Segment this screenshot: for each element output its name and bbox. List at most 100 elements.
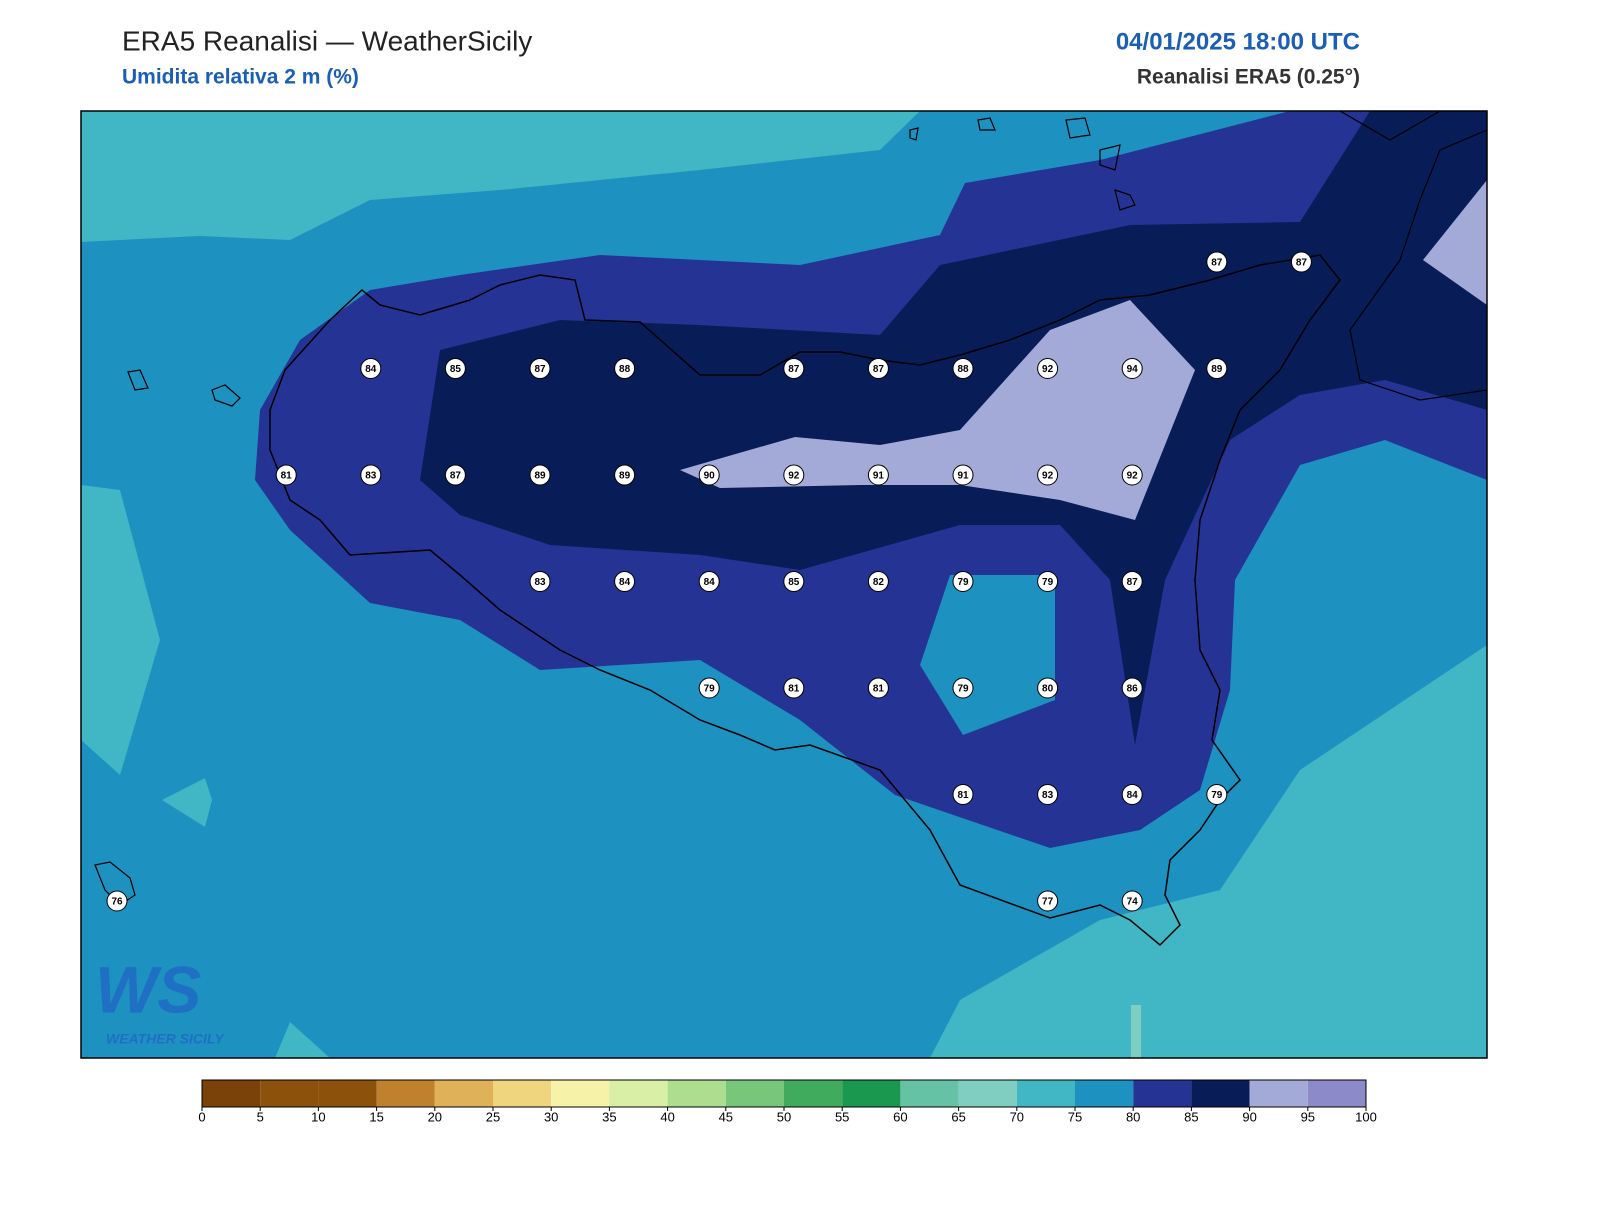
colorbar-swatch	[551, 1080, 610, 1107]
station-marker	[529, 358, 551, 379]
colorbar-tick-label: 85	[1184, 1109, 1198, 1124]
station-marker	[1121, 890, 1143, 912]
station-value: 90	[704, 471, 716, 482]
station-marker	[1037, 358, 1059, 379]
station-marker	[698, 677, 720, 699]
station-value: 77	[1042, 897, 1054, 908]
station-value: 86	[1127, 684, 1139, 695]
station-value: 80	[1042, 684, 1054, 695]
station-value: 89	[619, 471, 631, 482]
station-marker	[1121, 784, 1143, 805]
colorbar-tick-label: 35	[602, 1109, 616, 1124]
station-marker	[1206, 358, 1228, 379]
colorbar-swatch	[318, 1080, 377, 1107]
station-value: 87	[450, 471, 462, 482]
colorbar-tick-label: 10	[311, 1109, 325, 1124]
station-value: 81	[873, 684, 885, 695]
station-value: 87	[788, 364, 800, 375]
station-marker	[529, 464, 551, 486]
station-value: 92	[1042, 364, 1054, 375]
field	[1131, 1005, 1141, 1058]
field	[920, 575, 1055, 735]
station-marker	[1290, 251, 1312, 273]
station-marker	[698, 464, 720, 486]
station-marker	[106, 890, 128, 912]
colorbar-swatch	[609, 1080, 668, 1107]
colorbar: 0 5 10 15 20 25 30 35 40 45 50 55 60 65 70 75 80 85 90 95 10…	[198, 1079, 1377, 1124]
colorbar-swatch	[434, 1080, 493, 1107]
colorbar-tick-label: 65	[951, 1109, 965, 1124]
colorbar-tick-label: 30	[544, 1109, 558, 1124]
field	[81, 485, 160, 775]
station-marker	[952, 677, 974, 699]
station-value: 85	[450, 364, 462, 375]
colorbar-tick-label: 20	[428, 1109, 442, 1124]
station-marker	[952, 358, 974, 379]
colorbar-tick-label: 0	[198, 1109, 205, 1124]
colorbar-swatch	[1075, 1080, 1134, 1107]
station-marker	[867, 677, 889, 699]
colorbar-swatch	[1016, 1080, 1075, 1107]
station-value: 76	[111, 897, 123, 908]
field	[162, 778, 212, 827]
logo-letters: WS	[95, 952, 201, 1026]
station-value: 91	[957, 471, 969, 482]
colorbar-swatch	[842, 1080, 901, 1107]
station-value: 74	[1127, 897, 1139, 908]
station-marker	[952, 784, 974, 805]
station-value: 84	[1127, 790, 1139, 801]
station-marker	[867, 571, 889, 592]
station-value: 79	[957, 684, 969, 695]
colorbar-tick-label: 5	[257, 1109, 264, 1124]
station-value: 87	[873, 364, 885, 375]
station-marker	[614, 464, 636, 486]
station-marker	[1037, 677, 1059, 699]
subtitle: Umidita relativa 2 m (%)	[122, 66, 359, 89]
station-marker	[529, 571, 551, 592]
station-value: 85	[788, 577, 800, 588]
station-marker	[1121, 358, 1143, 379]
station-value: 87	[1296, 258, 1308, 269]
title: ERA5 Reanalisi — WeatherSicily	[122, 25, 532, 56]
coastline	[269, 254, 1341, 947]
colorbar-tick-label: 50	[777, 1109, 791, 1124]
station-value: 91	[873, 471, 885, 482]
field	[81, 111, 920, 242]
station-value: 87	[534, 364, 546, 375]
station-value: 94	[1127, 364, 1139, 375]
station-marker	[444, 358, 466, 379]
station-marker	[614, 358, 636, 379]
colorbar-tick-label: 15	[369, 1109, 383, 1124]
station-value: 79	[704, 684, 716, 695]
colorbar-swatch	[1191, 1080, 1250, 1107]
field	[1423, 180, 1487, 305]
station-marker	[698, 571, 720, 592]
station-value: 83	[534, 577, 546, 588]
island	[94, 117, 1136, 906]
station-marker	[1037, 784, 1059, 805]
station-marker	[360, 358, 382, 379]
station-marker	[275, 464, 297, 486]
station-value: 87	[1211, 258, 1223, 269]
station-marker	[1121, 464, 1143, 486]
colorbar-swatch	[900, 1080, 959, 1107]
colorbar-tick-label: 40	[660, 1109, 674, 1124]
station-value: 92	[1042, 471, 1054, 482]
station-marker	[1037, 571, 1059, 592]
station-marker	[360, 464, 382, 486]
colorbar-swatch	[667, 1080, 726, 1107]
station-value: 81	[957, 790, 969, 801]
station-value: 79	[957, 577, 969, 588]
station-value: 81	[788, 684, 800, 695]
station-marker	[783, 677, 805, 699]
logo-text: WEATHER SICILY	[106, 1031, 225, 1047]
colorbar-tick-label: 100	[1355, 1109, 1377, 1124]
station-value: 92	[788, 471, 800, 482]
colorbar-swatch	[493, 1080, 552, 1107]
station-marker	[444, 464, 466, 486]
colorbar-tick-label: 45	[719, 1109, 733, 1124]
colorbar-swatch	[1307, 1080, 1366, 1107]
stations: 87 87 84 85 87 88 87 87 88 92 94 89 81 83 87 89 89 90 92 91…	[106, 251, 1312, 912]
station-marker	[1037, 464, 1059, 486]
